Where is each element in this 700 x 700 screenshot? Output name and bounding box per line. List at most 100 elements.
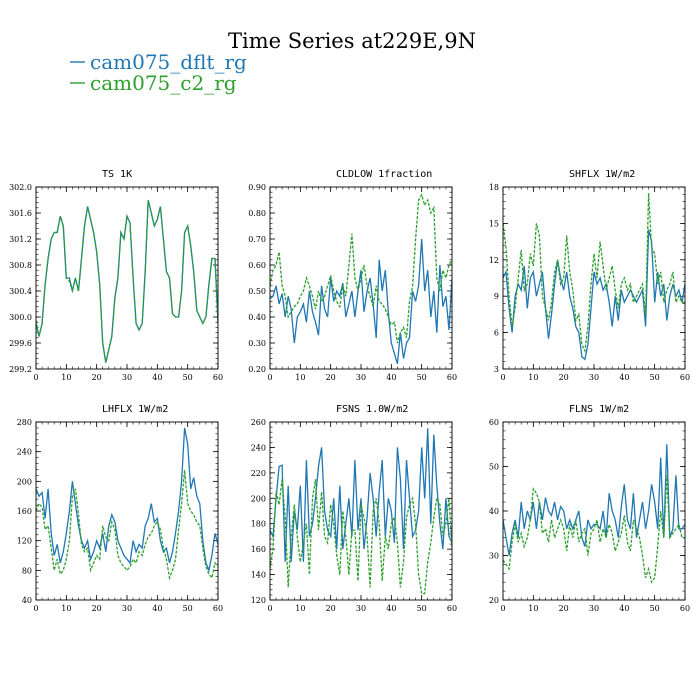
x-tick-label: 50 bbox=[417, 604, 427, 613]
y-tick-label: 200 bbox=[251, 494, 266, 503]
plot-frame bbox=[502, 421, 686, 601]
y-tick-label: 180 bbox=[251, 520, 266, 529]
x-tick-label: 50 bbox=[650, 604, 660, 613]
x-tick-label: 40 bbox=[619, 373, 629, 382]
y-tick-label: 9 bbox=[494, 292, 499, 301]
y-tick-label: 80 bbox=[22, 566, 32, 575]
panel-flns: FLNS 1W/m2 0 10 20 30 40 50 60 20 30 40 50 60 bbox=[489, 404, 690, 613]
panel-title: SHFLX 1W/m2 bbox=[569, 169, 635, 180]
y-tick-label: 302.0 bbox=[9, 183, 32, 192]
panel-title: CLDLOW 1fraction bbox=[336, 169, 432, 180]
legend-label-dflt: cam075_dflt_rg bbox=[90, 50, 247, 74]
x-tick-label: 50 bbox=[183, 373, 193, 382]
panel-title: FLNS 1W/m2 bbox=[569, 404, 629, 415]
y-tick-label: 240 bbox=[17, 448, 32, 457]
y-tick-label: 60 bbox=[489, 418, 499, 427]
panel-fsns: FSNS 1.0W/m2 0 10 20 30 40 50 60 120 140 160 180 200… bbox=[251, 404, 457, 613]
y-tick-label: 300.0 bbox=[9, 313, 32, 322]
plot-frame bbox=[35, 421, 219, 601]
y-tick-label: 40 bbox=[489, 507, 499, 516]
x-tick-label: 30 bbox=[589, 604, 599, 613]
x-tick-label: 30 bbox=[122, 604, 132, 613]
x-tick-label: 60 bbox=[447, 604, 457, 613]
plot-frame bbox=[502, 186, 686, 370]
y-tick-label: 240 bbox=[251, 443, 266, 452]
series-line-cam075_dflt_rg bbox=[503, 444, 685, 556]
x-tick-label: 20 bbox=[326, 604, 336, 613]
x-tick-label: 50 bbox=[650, 373, 660, 382]
y-tick-label: 6 bbox=[494, 329, 499, 338]
x-tick-label: 10 bbox=[61, 373, 71, 382]
series-line-cam075_c2_rg bbox=[503, 475, 685, 584]
x-tick-label: 20 bbox=[92, 373, 102, 382]
x-tick-label: 60 bbox=[447, 373, 457, 382]
plot-frame bbox=[269, 186, 453, 370]
x-tick-label: 60 bbox=[213, 373, 223, 382]
x-tick-label: 40 bbox=[386, 373, 396, 382]
x-tick-label: 30 bbox=[356, 373, 366, 382]
x-tick-label: 10 bbox=[295, 373, 305, 382]
panel-grid: TS 1K0 10 20 30 40 50 60299.2299.6300.0300.430… bbox=[9, 169, 690, 613]
panel-title: LHFLX 1W/m2 bbox=[102, 404, 168, 415]
y-tick-label: 18 bbox=[489, 183, 499, 192]
figure-title: Time Series at229E,9N bbox=[228, 29, 476, 53]
x-tick-label: 20 bbox=[559, 604, 569, 613]
legend-label-c2: cam075_c2_rg bbox=[90, 71, 237, 95]
x-tick-label: 0 bbox=[500, 373, 505, 382]
y-tick-label: 0.50 bbox=[248, 287, 266, 296]
panel-shflx: SHFLX 1W/m2 0 10 20 30 40 50 60 3 6 9 12 15 18 bbox=[489, 169, 690, 382]
plot-frame bbox=[35, 186, 219, 370]
y-tick-label: 300.8 bbox=[9, 261, 32, 270]
x-tick-label: 60 bbox=[680, 604, 690, 613]
y-tick-label: 20 bbox=[489, 596, 499, 605]
y-tick-label: 0.80 bbox=[248, 209, 266, 218]
legend: cam075_dflt_rg cam075_c2_rg bbox=[70, 50, 247, 95]
x-tick-label: 30 bbox=[122, 373, 132, 382]
panel-lhflx: LHFLX 1W/m2 0 10 20 30 40 50 60 40 80 120 160 200 240… bbox=[17, 404, 223, 613]
x-tick-label: 40 bbox=[152, 373, 162, 382]
x-tick-label: 10 bbox=[295, 604, 305, 613]
panel-ts: TS 1K 0 10 20 30 40 50 60 299.2 299.6 300.0 300.4 30… bbox=[9, 169, 223, 382]
y-tick-label: 301.2 bbox=[9, 235, 32, 244]
y-tick-label: 30 bbox=[489, 552, 499, 561]
y-tick-label: 120 bbox=[251, 596, 266, 605]
panel-cldlow: CLDLOW 1fraction 0 10 20 30 40 50 60 0.20 0.30 0.4… bbox=[248, 169, 457, 382]
x-tick-label: 20 bbox=[559, 373, 569, 382]
y-tick-label: 200 bbox=[17, 477, 32, 486]
x-tick-label: 0 bbox=[33, 604, 38, 613]
y-tick-label: 299.2 bbox=[9, 365, 32, 374]
x-tick-label: 30 bbox=[356, 604, 366, 613]
series-line-cam075_c2_rg bbox=[270, 193, 452, 344]
x-tick-label: 60 bbox=[213, 604, 223, 613]
x-tick-label: 40 bbox=[386, 604, 396, 613]
x-tick-label: 40 bbox=[619, 604, 629, 613]
x-tick-label: 0 bbox=[267, 373, 272, 382]
plot-frame bbox=[269, 421, 453, 601]
series-line-cam075_dflt_rg bbox=[270, 238, 452, 364]
y-tick-label: 260 bbox=[251, 418, 266, 427]
y-tick-label: 0.30 bbox=[248, 339, 266, 348]
y-tick-label: 40 bbox=[22, 596, 32, 605]
y-tick-label: 160 bbox=[17, 507, 32, 516]
y-tick-label: 0.40 bbox=[248, 313, 266, 322]
series-line-cam075_dflt_rg bbox=[270, 428, 452, 562]
x-tick-label: 20 bbox=[92, 604, 102, 613]
x-tick-label: 40 bbox=[152, 604, 162, 613]
x-tick-label: 0 bbox=[33, 373, 38, 382]
y-tick-label: 15 bbox=[489, 219, 499, 228]
y-tick-label: 220 bbox=[251, 469, 266, 478]
series-line-cam075_dflt_rg bbox=[503, 229, 685, 361]
series-line-cam075_c2_rg bbox=[36, 470, 218, 581]
series-line-cam075_dflt_rg bbox=[36, 427, 218, 573]
x-tick-label: 0 bbox=[500, 604, 505, 613]
y-tick-label: 300.4 bbox=[9, 287, 32, 296]
x-tick-label: 10 bbox=[61, 604, 71, 613]
y-tick-label: 0.20 bbox=[248, 365, 266, 374]
x-tick-label: 60 bbox=[680, 373, 690, 382]
panel-title: FSNS 1.0W/m2 bbox=[336, 404, 408, 415]
y-tick-label: 280 bbox=[17, 418, 32, 427]
x-tick-label: 10 bbox=[528, 604, 538, 613]
series-line-cam075_c2_rg bbox=[503, 193, 685, 354]
x-tick-label: 20 bbox=[326, 373, 336, 382]
